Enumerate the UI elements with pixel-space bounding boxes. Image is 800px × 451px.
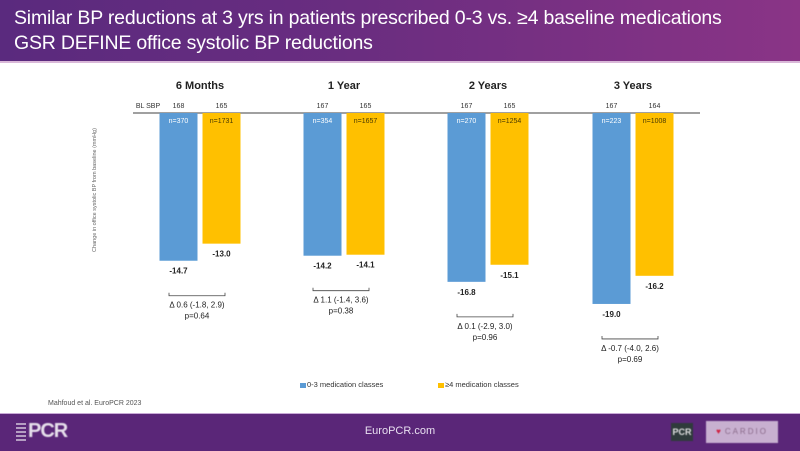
cardio-logo-text: CARDIO <box>724 427 768 436</box>
slide-header: Similar BP reductions at 3 yrs in patien… <box>0 0 800 63</box>
legend-swatch <box>300 383 306 388</box>
bar-high-med <box>490 113 529 265</box>
bar-n-label: n=354 <box>313 118 333 125</box>
bar-value-label: -16.2 <box>645 282 664 291</box>
comparison-bracket <box>168 292 226 297</box>
p-value-annotation: p=0.69 <box>618 355 643 364</box>
comparison-bracket <box>601 335 659 340</box>
heart-icon: ♥ <box>716 427 723 436</box>
source-citation: Mahfoud et al. EuroPCR 2023 <box>48 400 142 407</box>
footer-bar: PCR EuroPCR.com PCR ♥ CARDIO <box>0 413 800 451</box>
bar-high-med <box>635 113 674 276</box>
baseline-sbp-label: 165 <box>360 103 372 110</box>
website-link[interactable]: EuroPCR.com <box>364 425 436 437</box>
bar-value-label: -14.2 <box>313 262 332 271</box>
europcr-logo: PCR <box>16 420 80 446</box>
bar-high-med <box>202 113 241 244</box>
delta-annotation: Δ -0.7 (-4.0, 2.6) <box>601 344 659 353</box>
baseline-sbp-label: 168 <box>173 103 185 110</box>
p-value-annotation: p=0.96 <box>473 333 498 342</box>
baseline-sbp-label: 165 <box>216 103 228 110</box>
bar-value-label: -15.1 <box>500 271 519 280</box>
legend-item-low-med: 0-3 medication classes <box>307 380 384 389</box>
bar-low-med <box>303 113 342 256</box>
bar-value-label: -19.0 <box>602 310 621 319</box>
pcr-logo: PCR <box>671 423 693 441</box>
legend-item-high-med: ≥4 medication classes <box>445 380 519 389</box>
delta-annotation: Δ 0.6 (-1.8, 2.9) <box>169 301 224 310</box>
delta-annotation: Δ 1.1 (-1.4, 3.6) <box>313 296 368 305</box>
bar-n-label: n=270 <box>457 118 477 125</box>
comparison-bracket <box>456 313 514 318</box>
bar-low-med <box>592 113 631 304</box>
category-label: 6 Months <box>176 80 224 92</box>
baseline-row-label: BL SBP <box>136 103 161 110</box>
bar-n-label: n=223 <box>602 118 622 125</box>
bar-low-med <box>159 113 198 261</box>
p-value-annotation: p=0.38 <box>329 307 354 316</box>
baseline-sbp-label: 164 <box>649 103 661 110</box>
category-label: 1 Year <box>328 80 361 92</box>
bar-n-label: n=370 <box>169 118 189 125</box>
baseline-sbp-label: 167 <box>317 103 329 110</box>
bar-value-label: -16.8 <box>457 288 476 297</box>
bar-n-label: n=1254 <box>498 118 522 125</box>
baseline-sbp-label: 167 <box>461 103 473 110</box>
p-value-annotation: p=0.64 <box>185 312 210 321</box>
category-label: 3 Years <box>614 80 652 92</box>
legend-swatch <box>438 383 444 388</box>
cardio-logo: ♥ CARDIO <box>706 421 778 443</box>
bar-high-med <box>346 113 385 255</box>
bar-n-label: n=1731 <box>210 118 234 125</box>
y-axis-label: Change in office systolic BP from baseli… <box>92 128 98 252</box>
slide-subtitle: GSR DEFINE office systolic BP reductions <box>14 32 373 54</box>
slide-title: Similar BP reductions at 3 yrs in patien… <box>14 7 722 29</box>
europcr-logo-text: PCR <box>28 420 68 442</box>
comparison-bracket <box>312 287 370 292</box>
bar-value-label: -13.0 <box>212 250 231 259</box>
bar-value-label: -14.1 <box>356 261 375 270</box>
baseline-sbp-label: 165 <box>504 103 516 110</box>
bar-low-med <box>447 113 486 282</box>
category-label: 2 Years <box>469 80 507 92</box>
delta-annotation: Δ 0.1 (-2.9, 3.0) <box>457 322 512 331</box>
logo-stripes-icon <box>16 423 26 443</box>
bar-value-label: -14.7 <box>169 267 188 276</box>
bar-chart: Change in office systolic BP from baseli… <box>92 80 700 389</box>
baseline-sbp-label: 167 <box>606 103 618 110</box>
bar-n-label: n=1657 <box>354 118 378 125</box>
bar-n-label: n=1008 <box>643 118 667 125</box>
